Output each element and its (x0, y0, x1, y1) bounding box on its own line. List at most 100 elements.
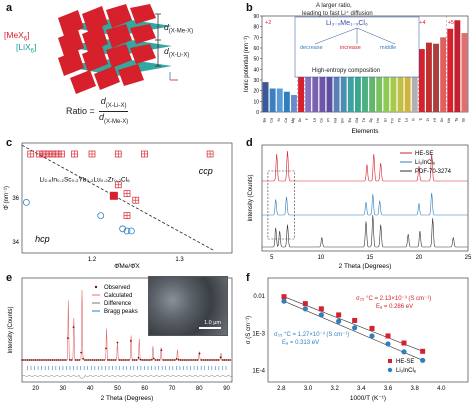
observed-point (87, 359, 90, 361)
y-axis-label: Intensity (Counts) (248, 174, 254, 221)
observed-point (21, 359, 23, 361)
bar (390, 66, 397, 112)
observed-point (57, 359, 60, 361)
observed-point (72, 326, 75, 329)
x-tick-label: 3.8 (410, 386, 419, 392)
fit-line (283, 300, 423, 361)
plot-frame (21, 142, 233, 254)
x-tick-label: Sb (461, 118, 465, 122)
y-tick-label: 90 (253, 14, 259, 20)
x-tick-label: Mg (291, 118, 295, 123)
observed-point (120, 359, 123, 361)
b-inset-banner-1: A larger ratio, (316, 3, 352, 9)
observed-point (229, 359, 231, 361)
x-tick-label: Dy (369, 118, 373, 123)
observed-point (133, 359, 136, 361)
observed-point (162, 359, 165, 361)
observed-point (177, 358, 180, 361)
observed-point (116, 341, 119, 344)
bar (298, 53, 305, 112)
bar (283, 91, 290, 112)
ccp-label: ccp (199, 166, 213, 176)
plot-frame (267, 277, 469, 383)
he-se-point (401, 340, 407, 346)
inset-connector (356, 27, 396, 45)
bar (362, 69, 368, 112)
hcp-point (97, 212, 105, 219)
x-tick-label: Sr (277, 117, 281, 121)
observed-point (141, 359, 144, 361)
y-tick-label: 1E-3 (252, 331, 265, 337)
x-tick-label: Gd (355, 118, 359, 123)
panel-b: b 0 10 20 30 40 50 60 70 80 90 Ba Ca Sr Ca Mg Sc Y La Ce Pr… (240, 0, 474, 135)
he-se-point (302, 301, 308, 307)
panel-c: c 36 34 1.2 1.3 Φ̄Me/Φ̄X Φ̄ (nm⁻¹) Li₂.₆In₀.₂S… (0, 135, 240, 270)
he-se-point (336, 312, 342, 318)
li3incl6-point (302, 306, 308, 312)
observed-point (108, 359, 111, 361)
observed-point (171, 359, 174, 361)
observed-point (215, 359, 218, 361)
x-axis-label: Φ̄Me/Φ̄X (114, 263, 140, 270)
li3incl6-point (281, 298, 287, 304)
observed-point (152, 357, 155, 360)
li3incl6-point (369, 333, 375, 339)
observed-point (89, 359, 92, 361)
observed-point (126, 359, 128, 361)
observed-point (131, 359, 134, 361)
bar (418, 49, 425, 112)
bar (461, 33, 468, 112)
blue-annotation-1: σ₂₅ °C = 1.27×10⁻³ (S cm⁻¹) (274, 332, 349, 338)
observed-point (49, 359, 52, 361)
observed-point (61, 359, 63, 361)
legend-label: Observed (104, 285, 130, 291)
bar (376, 68, 383, 112)
li3incl6-point (420, 357, 426, 363)
bar (305, 71, 312, 112)
legend-label: HE-SE (396, 359, 414, 365)
observed-point (149, 359, 151, 361)
li3incl6-point (385, 341, 391, 347)
observed-point (42, 359, 44, 361)
observed-point (160, 349, 163, 352)
observed-point (212, 359, 214, 361)
x-tick-label: 1.2 (88, 257, 97, 263)
observed-point (221, 359, 224, 361)
observed-point (137, 356, 140, 359)
x-tick-label: 90 (223, 386, 230, 392)
bar (369, 68, 376, 112)
y-tick-label: 30 (253, 78, 259, 84)
x-tick-label: 5 (270, 255, 274, 261)
x-tick-label: Ba (263, 118, 267, 122)
observed-point (204, 359, 207, 361)
plot-frame (261, 144, 469, 252)
x-tick-label: 3.6 (384, 386, 393, 392)
bar (319, 73, 326, 112)
observed-point (124, 359, 126, 361)
observed-point (181, 359, 184, 361)
he-se-point (281, 294, 287, 300)
sem-inset-image: 1.0 μm (148, 276, 228, 336)
x-tick-label: Ho (376, 118, 380, 123)
observed-point (82, 357, 84, 360)
bar (433, 43, 439, 112)
sem-scale-bar (199, 327, 221, 329)
panel-label-d: d (246, 137, 253, 149)
x-tick-label: Sn (440, 118, 444, 122)
conductivity-arrhenius-chart: 0.01 1E-3 1E-4 2.8 3.0 3.2 3.4 3.6 3.8 4.0 1000/T … (246, 277, 469, 402)
x-tick-label: 4.0 (437, 386, 446, 392)
observed-point (80, 351, 83, 354)
red-annotation-1: σ₂₅ °C = 2.13×10⁻³ (S cm⁻¹) (356, 296, 431, 302)
y-tick-label: 34 (12, 240, 19, 246)
observed-point (45, 359, 48, 361)
observed-point (194, 359, 197, 361)
panel-label-c: c (6, 137, 13, 149)
y-axis-label: Intensity (Counts) (8, 306, 14, 353)
observed-point (166, 359, 168, 361)
y-tick-label: 50 (253, 57, 259, 63)
b-inset-bottom: High-entropy composition (312, 68, 381, 74)
observed-point (44, 359, 46, 361)
x-tick-label: 3.0 (304, 386, 313, 392)
legend-label: Li₃InCl₆ (415, 160, 436, 166)
sem-scale-label: 1.0 μm (204, 320, 221, 326)
